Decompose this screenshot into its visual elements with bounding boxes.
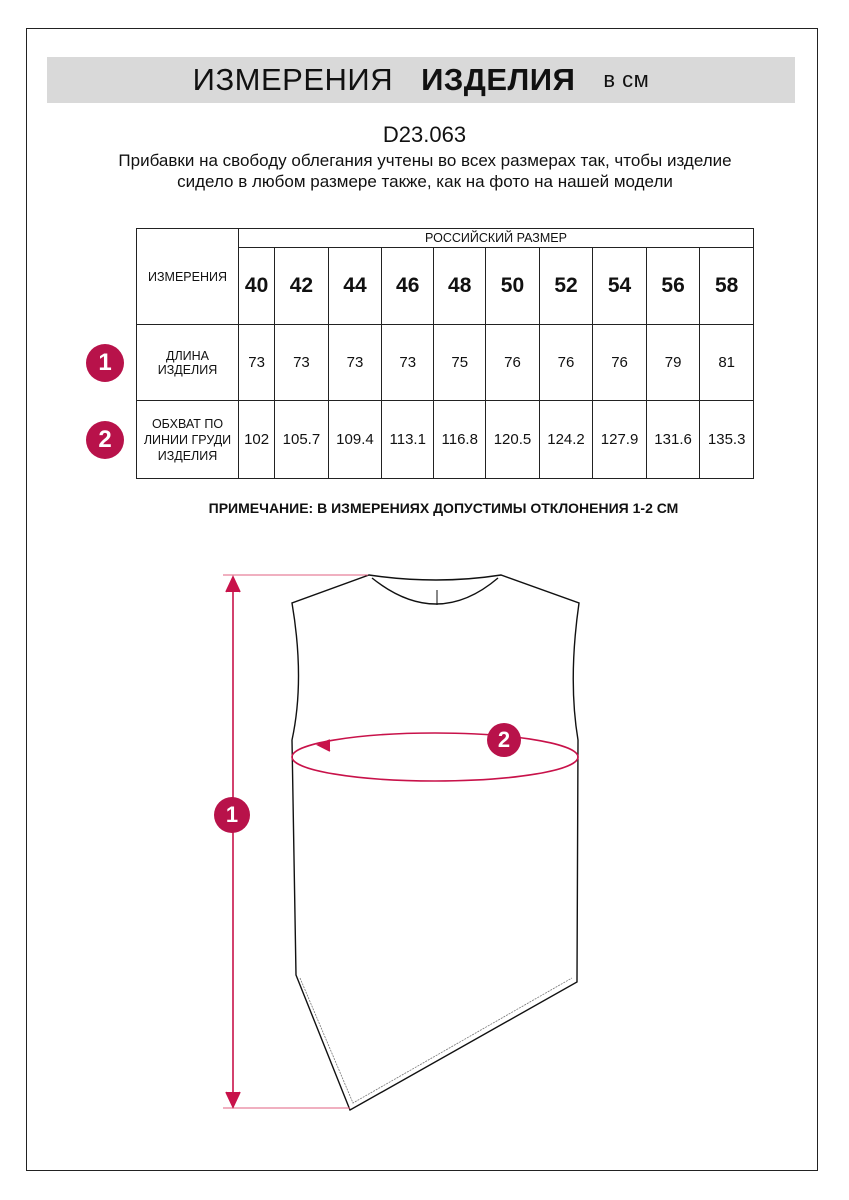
cell-value: 127.9 — [592, 400, 647, 479]
diagram-badge-chest: 2 — [487, 723, 521, 757]
cell-value: 73 — [327, 324, 383, 401]
cell-value: 75 — [433, 324, 487, 401]
diagram-badge-length: 1 — [214, 797, 250, 833]
product-code: D23.063 — [382, 122, 467, 147]
size-header-46: 46 — [381, 247, 435, 325]
row-label: ДЛИНА ИЗДЕЛИЯ — [136, 324, 239, 401]
title-banner: ИЗМЕРЕНИЯ ИЗДЕЛИЯ в см — [47, 57, 795, 103]
tolerance-note: ПРИМЕЧАНИЕ: В ИЗМЕРЕНИЯХ ДОПУСТИМЫ ОТКЛО… — [208, 500, 679, 516]
size-header-42: 42 — [274, 247, 329, 325]
fit-description: Прибавки на свободу облегания учтены во … — [118, 151, 732, 191]
cell-value: 102 — [237, 400, 276, 479]
cell-value: 116.8 — [433, 400, 487, 479]
size-header-52: 52 — [538, 247, 594, 325]
measure-lines — [223, 574, 579, 1109]
cell-value: 120.5 — [485, 400, 540, 479]
size-header-40: 40 — [237, 247, 276, 325]
size-header-48: 48 — [433, 247, 487, 325]
row-badge-length: 1 — [86, 344, 124, 382]
title-bold: ИЗДЕЛИЯ — [421, 62, 576, 97]
cell-value: 73 — [381, 324, 435, 401]
corner-label: ИЗМЕРЕНИЯ — [136, 228, 239, 325]
size-header-44: 44 — [327, 247, 383, 325]
cell-value: 124.2 — [538, 400, 594, 479]
size-table: ИЗМЕРЕНИЯ РОССИЙСКИЙ РАЗМЕР 40 42 44 46 48 50… — [136, 228, 754, 479]
cell-value: 79 — [645, 324, 701, 401]
cell-value: 109.4 — [327, 400, 383, 479]
cell-value: 73 — [237, 324, 276, 401]
size-header-56: 56 — [645, 247, 701, 325]
size-header-58: 58 — [699, 247, 754, 325]
cell-value: 81 — [699, 324, 754, 401]
cell-value: 105.7 — [274, 400, 329, 479]
size-header-54: 54 — [592, 247, 647, 325]
cell-value: 131.6 — [645, 400, 701, 479]
page-frame — [26, 28, 818, 1171]
title-regular: ИЗМЕРЕНИЯ — [192, 62, 394, 97]
row-badge-chest: 2 — [86, 421, 124, 459]
cell-value: 76 — [485, 324, 540, 401]
garment-outline — [291, 574, 580, 1112]
title-unit: в см — [603, 67, 650, 92]
cell-value: 135.3 — [699, 400, 754, 479]
row-label: ОБХВАТ ПО ЛИНИИ ГРУДИ ИЗДЕЛИЯ — [136, 400, 239, 479]
